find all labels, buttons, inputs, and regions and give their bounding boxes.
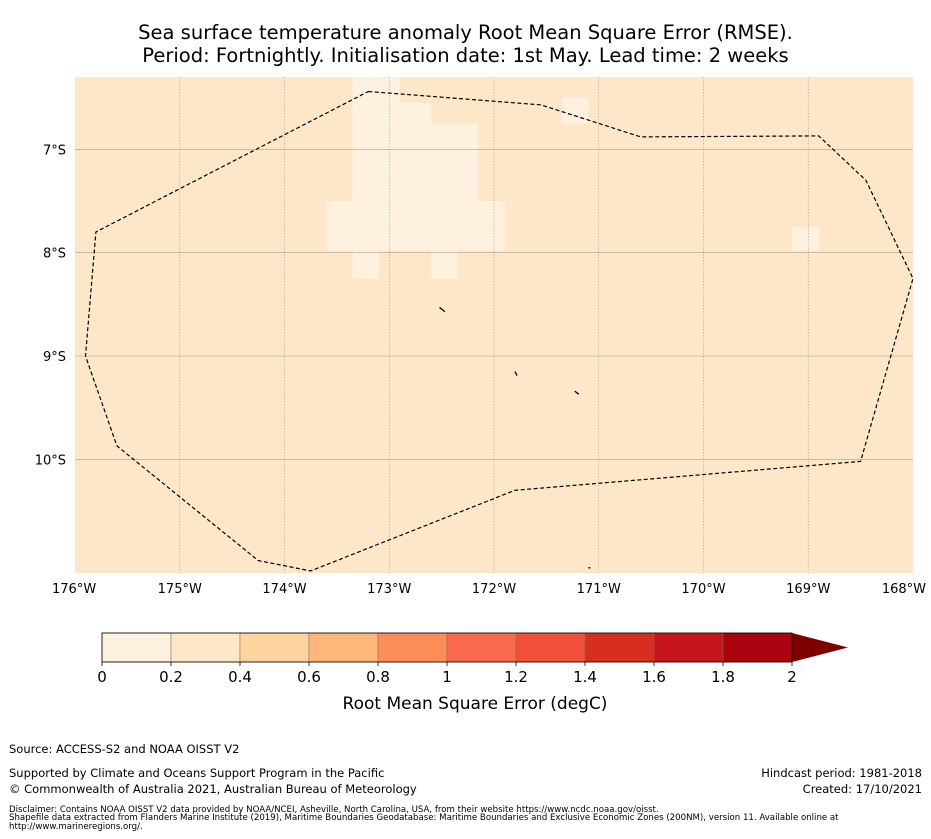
lon-label: 174°W xyxy=(262,582,306,597)
graticule xyxy=(75,77,913,573)
colorbar xyxy=(101,632,848,663)
supported-text: Supported by Climate and Oceans Support … xyxy=(9,766,385,780)
colorbar-label: Root Mean Square Error (degC) xyxy=(343,694,608,714)
lat-label: 8°S xyxy=(43,247,66,262)
colorbar-tick-label: 1.6 xyxy=(642,668,666,686)
colorbar-tick-label: 2 xyxy=(787,668,797,686)
islands xyxy=(439,306,591,569)
colorbar-tick-label: 0.4 xyxy=(228,668,252,686)
colorbar-tick-label: 1.8 xyxy=(711,668,735,686)
lat-label: 9°S xyxy=(43,350,66,365)
colorbar-segment xyxy=(239,632,310,663)
lon-label: 168°W xyxy=(882,582,926,597)
lon-label: 169°W xyxy=(786,582,830,597)
colorbar-tick-label: 1.2 xyxy=(504,668,528,686)
title-line-1: Sea surface temperature anomaly Root Mea… xyxy=(138,21,793,44)
copyright-text: © Commonwealth of Australia 2021, Austra… xyxy=(9,782,417,796)
longitude-labels: 176°W 175°W 174°W 173°W 172°W 171°W 170°W 169°W… xyxy=(52,582,926,597)
low-rmse-cell xyxy=(326,201,505,251)
eez-boundary xyxy=(84,90,914,572)
island-outline xyxy=(574,390,580,395)
lon-label: 173°W xyxy=(367,582,411,597)
low-rmse-cell xyxy=(352,102,432,124)
created-date: Created: 17/10/2021 xyxy=(802,782,922,796)
colorbar-tick-label: 0.6 xyxy=(297,668,321,686)
lon-label: 175°W xyxy=(158,582,202,597)
colorbar-tick-labels: 0 0.2 0.4 0.6 0.8 1 1.2 1.4 1.6 1.8 2 xyxy=(97,662,797,686)
colorbar-tick-label: 0 xyxy=(97,668,107,686)
colorbar-segment xyxy=(584,632,655,663)
lon-label: 172°W xyxy=(472,582,516,597)
low-rmse-cell xyxy=(352,77,400,103)
colorbar-segment xyxy=(308,632,379,663)
colorbar-segment xyxy=(101,632,172,663)
low-rmse-cell xyxy=(352,250,379,279)
colorbar-segment xyxy=(653,632,724,663)
lon-label: 171°W xyxy=(577,582,621,597)
disclaimer-line-3: http://www.marineregions.org/. xyxy=(9,822,143,832)
island-outline xyxy=(514,371,518,376)
island-outline xyxy=(439,306,446,313)
disclaimer-line-1: Disclaimer: Contains NOAA OISST V2 data … xyxy=(9,805,659,815)
colorbar-extend-arrow xyxy=(792,633,848,662)
colorbar-tick-label: 0.2 xyxy=(159,668,183,686)
lat-label: 7°S xyxy=(43,143,66,158)
low-rmse-cell xyxy=(431,250,458,279)
lon-label: 176°W xyxy=(52,582,96,597)
colorbar-segment xyxy=(377,632,448,663)
low-rmse-cell xyxy=(562,97,589,124)
map-background xyxy=(75,77,913,573)
lat-label: 10°S xyxy=(35,453,66,468)
colorbar-tick-label: 1 xyxy=(442,668,452,686)
low-rmse-cell xyxy=(352,123,479,201)
colorbar-tick-label: 0.8 xyxy=(366,668,390,686)
hindcast-period: Hindcast period: 1981-2018 xyxy=(761,766,922,780)
colorbar-tick-label: 1.4 xyxy=(573,668,597,686)
low-rmse-cell xyxy=(792,226,819,251)
colorbar-segment xyxy=(515,632,586,663)
colorbar-segment xyxy=(722,632,793,663)
latitude-labels: 7°S 8°S 9°S 10°S xyxy=(35,143,66,468)
title-line-2: Period: Fortnightly. Initialisation date… xyxy=(142,44,789,67)
disclaimer-line-2: Shapefile data extracted from Flanders M… xyxy=(9,813,839,823)
lon-label: 170°W xyxy=(681,582,725,597)
colorbar-segment xyxy=(170,632,241,663)
source-text: Source: ACCESS-S2 and NOAA OISST V2 xyxy=(9,742,240,756)
colorbar-segment xyxy=(446,632,517,663)
